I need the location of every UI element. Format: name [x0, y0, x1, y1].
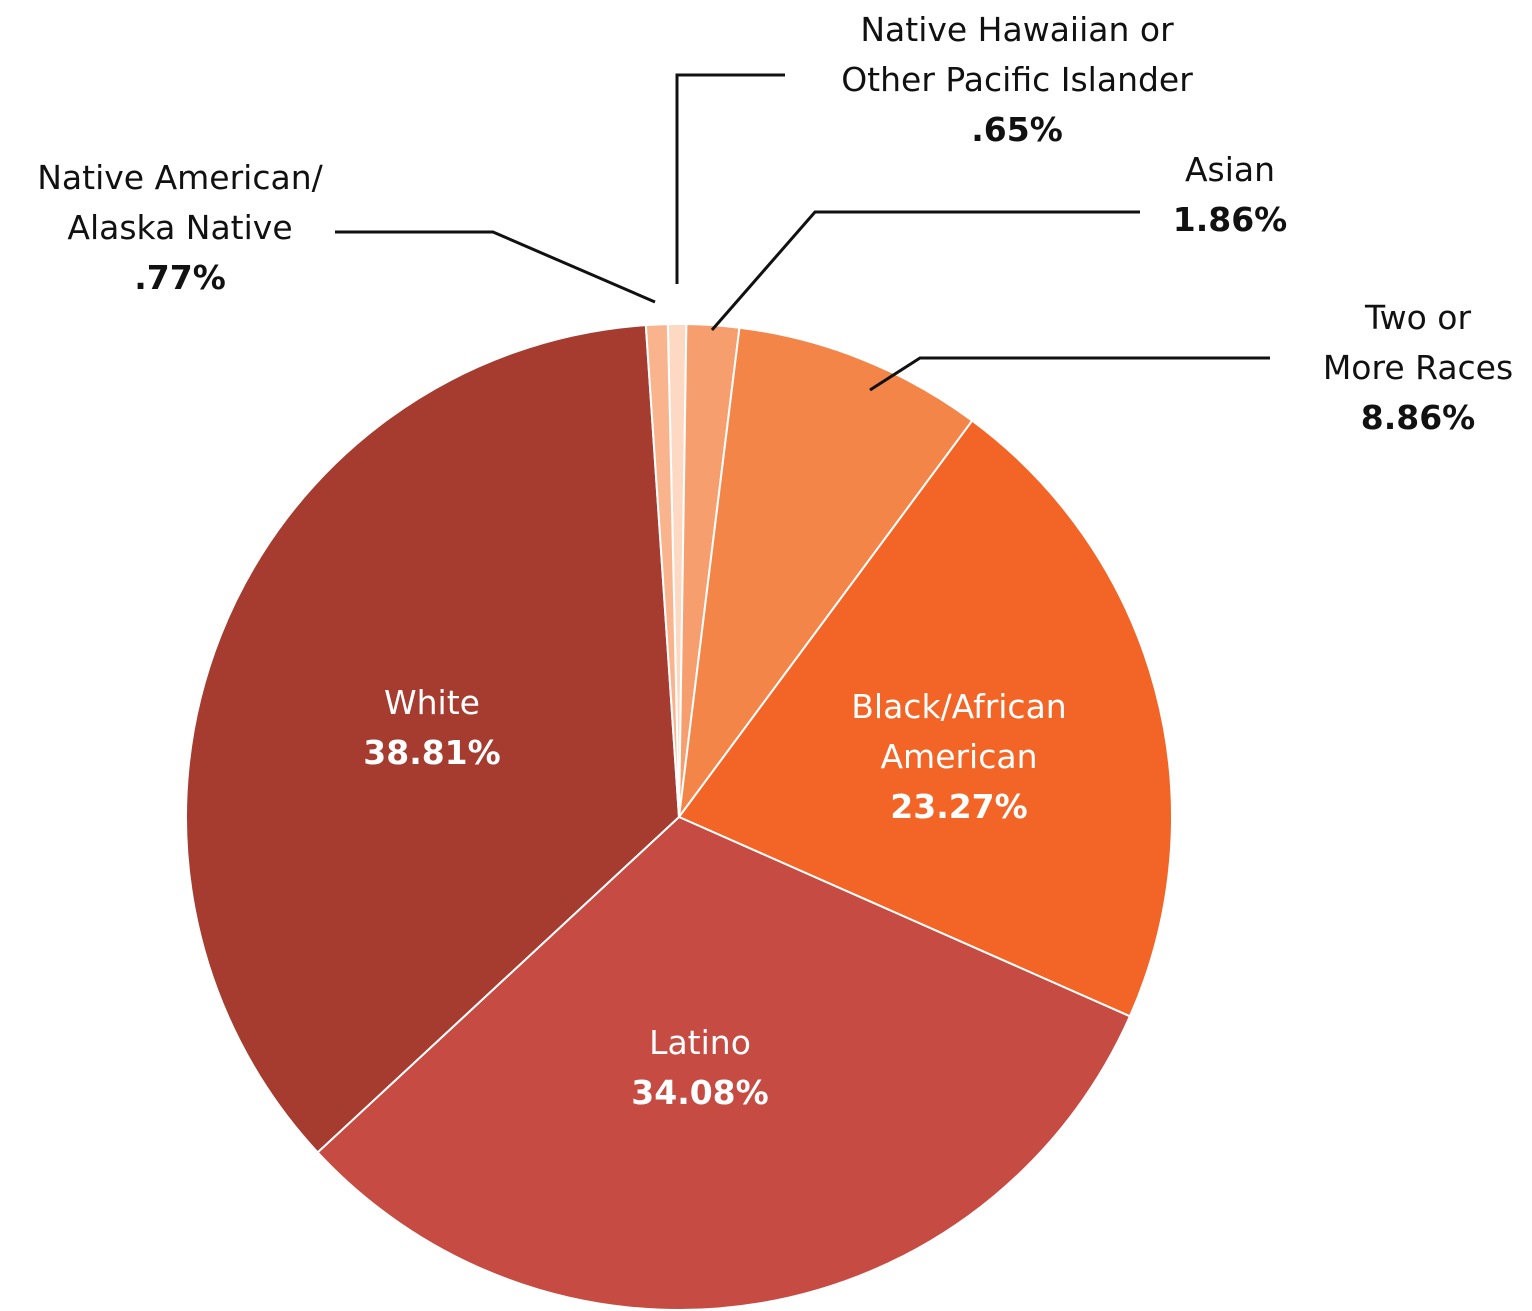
leader-lines: [335, 73, 1270, 392]
leader-line: [869, 356, 1270, 392]
category-label: Two or More Races: [1322, 298, 1514, 387]
slice-label: Two or More Races 8.86%: [1188, 293, 1532, 443]
slice-label: Native Hawaiian or Other Pacific Islande…: [787, 5, 1247, 155]
category-label: White: [384, 683, 480, 722]
category-label: Native American/ Alaska Native: [37, 158, 323, 247]
slice: [677, 326, 974, 821]
slices: [185, 323, 1173, 1311]
slice-label: Latino 34.08%: [470, 1018, 930, 1118]
slice-label: White 38.81%: [202, 678, 662, 778]
value-label: 1.86%: [1172, 200, 1288, 239]
leader-line: [335, 230, 656, 304]
slice-label: Native American/ Alaska Native .77%: [0, 153, 410, 303]
value-label: .77%: [134, 258, 226, 297]
slice-label: Asian 1.86%: [1000, 145, 1460, 245]
slice: [644, 323, 680, 818]
slice: [185, 324, 681, 1154]
value-label: 23.27%: [890, 787, 1028, 826]
leader-line: [675, 73, 785, 284]
slice: [316, 815, 1132, 1311]
value-label: .65%: [971, 110, 1063, 149]
slice-label: Black/African American 23.27%: [729, 682, 1189, 832]
category-label: Asian: [1184, 150, 1276, 189]
category-label: Black/African American: [851, 687, 1067, 776]
value-label: 8.86%: [1360, 398, 1476, 437]
leader-line: [710, 210, 1140, 331]
value-label: 34.08%: [631, 1073, 769, 1112]
category-label: Native Hawaiian or Other Pacific Islande…: [841, 10, 1193, 99]
category-label: Latino: [649, 1023, 751, 1062]
slice: [677, 419, 1173, 1018]
value-label: 38.81%: [363, 733, 501, 772]
